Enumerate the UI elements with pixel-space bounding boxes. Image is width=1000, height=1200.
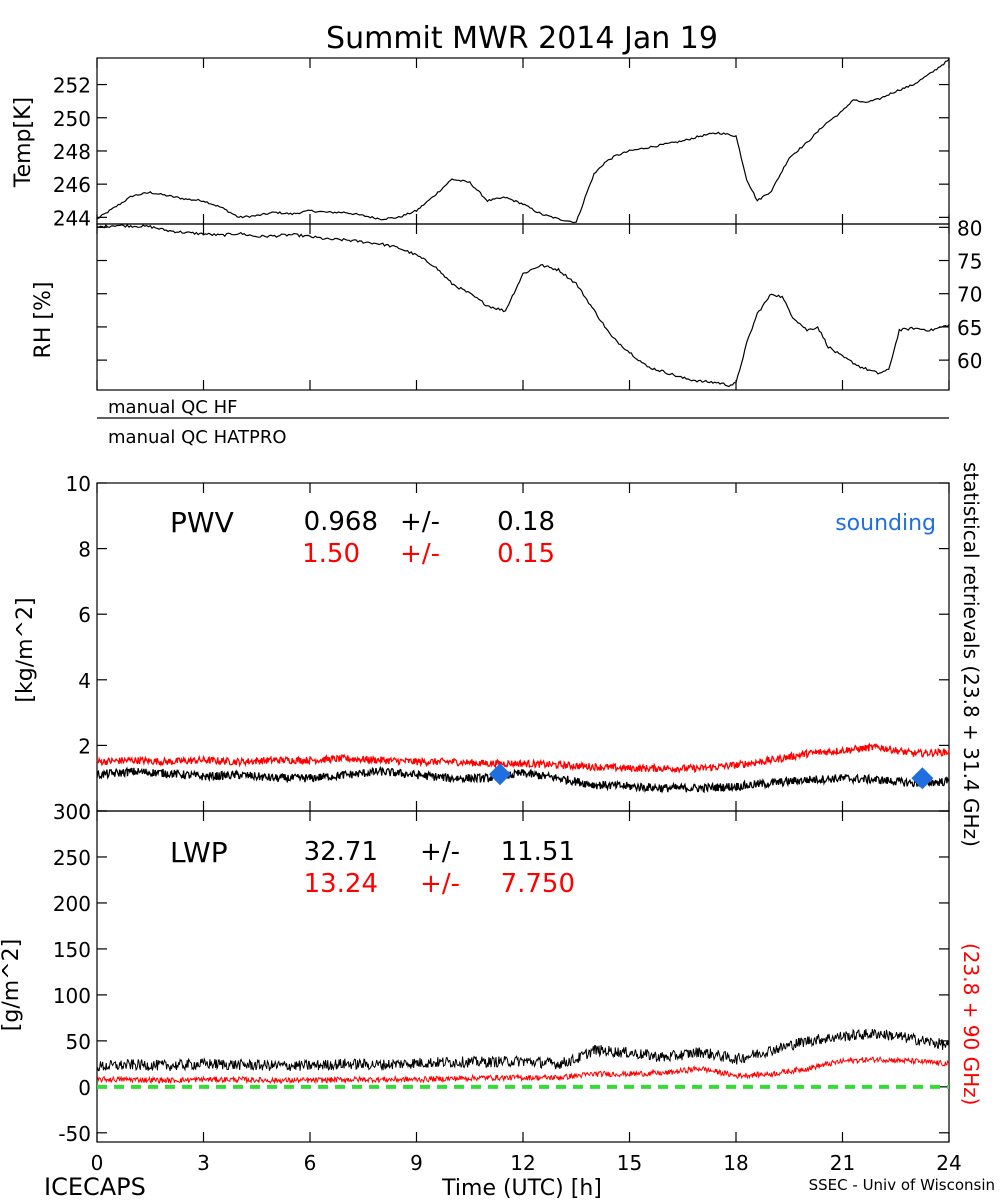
footer-icecaps: ICECAPS: [44, 1173, 146, 1200]
qc-label-hatpro: manual QC HATPRO: [108, 427, 287, 448]
pwv-series-black: [96, 765, 950, 794]
rh-panel-frame: [96, 223, 950, 391]
temp-ylabel: Temp[K]: [11, 97, 36, 188]
pwv-stat-black-mean: 0.968: [304, 507, 378, 537]
xtick-label: 0: [91, 1151, 104, 1175]
lwp-stat-red-mean: 13.24: [304, 869, 378, 899]
pwv-stat-black-pm: +/-: [400, 507, 440, 537]
rh-ytick-label: 65: [957, 316, 982, 340]
xtick-label: 9: [410, 1151, 423, 1175]
xtick-label: 15: [617, 1151, 642, 1175]
lwp-ytick-label: 50: [66, 1030, 91, 1054]
lwp-ytick-label: 0: [78, 1076, 91, 1100]
rh-yaxis-ticks: 60 65 70 75 80: [97, 216, 982, 373]
pwv-ytick-label: 8: [78, 538, 91, 562]
xtick-label: 18: [723, 1151, 748, 1175]
right-label-statistical: statistical retrievals (23.8 + 31.4 GHz): [959, 462, 983, 847]
pwv-label: PWV: [170, 506, 234, 539]
pwv-stat-black-sd: 0.18: [497, 507, 555, 537]
rh-ytick-label: 80: [957, 216, 982, 240]
pwv-stat-red-sd: 0.15: [497, 539, 555, 569]
lwp-yaxis-ticks: -50 0 50 100 150 200 250 300: [53, 800, 949, 1146]
temp-ytick-label: 252: [53, 74, 91, 98]
sounding-marker: [488, 763, 511, 786]
pwv-ytick-label: 10: [66, 472, 91, 496]
pwv-ytick-label: 2: [78, 734, 91, 758]
temp-yaxis-ticks: 244 246 248 250 252: [53, 74, 949, 230]
temp-panel-frame: [96, 57, 950, 225]
lwp-stat-red-sd: 7.750: [501, 869, 575, 899]
xtick-label: 6: [304, 1151, 317, 1175]
temp-ytick-label: 250: [53, 107, 91, 131]
xaxis-label: Time (UTC) [h]: [441, 1176, 602, 1200]
figure-title: Summit MWR 2014 Jan 19: [326, 21, 718, 56]
lwp-ytick-label: 150: [53, 938, 91, 962]
pwv-ylabel: [kg/m^2]: [13, 597, 38, 702]
lwp-ytick-label: 300: [53, 800, 91, 824]
right-label-90ghz: (23.8 + 90 GHz): [959, 943, 983, 1105]
rh-ytick-label: 75: [957, 250, 982, 274]
temp-ytick-label: 244: [53, 206, 91, 230]
temp-series-line: [96, 58, 950, 224]
lwp-label: LWP: [170, 836, 228, 869]
lwp-ytick-label: 200: [53, 892, 91, 916]
lwp-stat-red-pm: +/-: [420, 869, 460, 899]
pwv-ytick-label: 4: [78, 669, 91, 693]
rh-ylabel: RH [%]: [31, 282, 56, 359]
lwp-series-red: [97, 1055, 950, 1085]
temp-ytick-label: 248: [53, 140, 91, 164]
time-xaxis-ticks: 0 3 6 9 12 15 18 21 24: [91, 58, 962, 1175]
lwp-stat-black-mean: 32.71: [304, 837, 378, 867]
pwv-sounding-markers: [488, 763, 934, 790]
xtick-label: 24: [936, 1151, 961, 1175]
lwp-ytick-label: 100: [53, 984, 91, 1008]
rh-series-line: [96, 223, 950, 388]
pwv-ytick-label: 6: [78, 603, 91, 627]
temp-ytick-label: 246: [53, 173, 91, 197]
lwp-ytick-label: -50: [58, 1122, 91, 1146]
pwv-sounding-label: sounding: [835, 511, 936, 536]
lwp-ylabel: [g/m^2]: [0, 939, 24, 1031]
lwp-stat-black-pm: +/-: [420, 837, 460, 867]
pwv-ytick-label: 0: [78, 800, 91, 824]
pwv-series-red: [96, 742, 950, 775]
xtick-label: 12: [510, 1151, 535, 1175]
lwp-series-black: [96, 1028, 950, 1072]
pwv-stat-red-pm: +/-: [400, 539, 440, 569]
qc-label-hf: manual QC HF: [108, 397, 237, 418]
footer-ssec: SSEC - Univ of Wisconsin: [809, 1176, 995, 1194]
lwp-ytick-label: 250: [53, 846, 91, 870]
rh-ytick-label: 60: [957, 349, 982, 373]
lwp-stat-black-sd: 11.51: [501, 837, 575, 867]
xtick-label: 21: [830, 1151, 855, 1175]
rh-ytick-label: 70: [957, 283, 982, 307]
sounding-marker: [911, 767, 934, 790]
xtick-label: 3: [197, 1151, 210, 1175]
pwv-stat-red-mean: 1.50: [302, 539, 360, 569]
